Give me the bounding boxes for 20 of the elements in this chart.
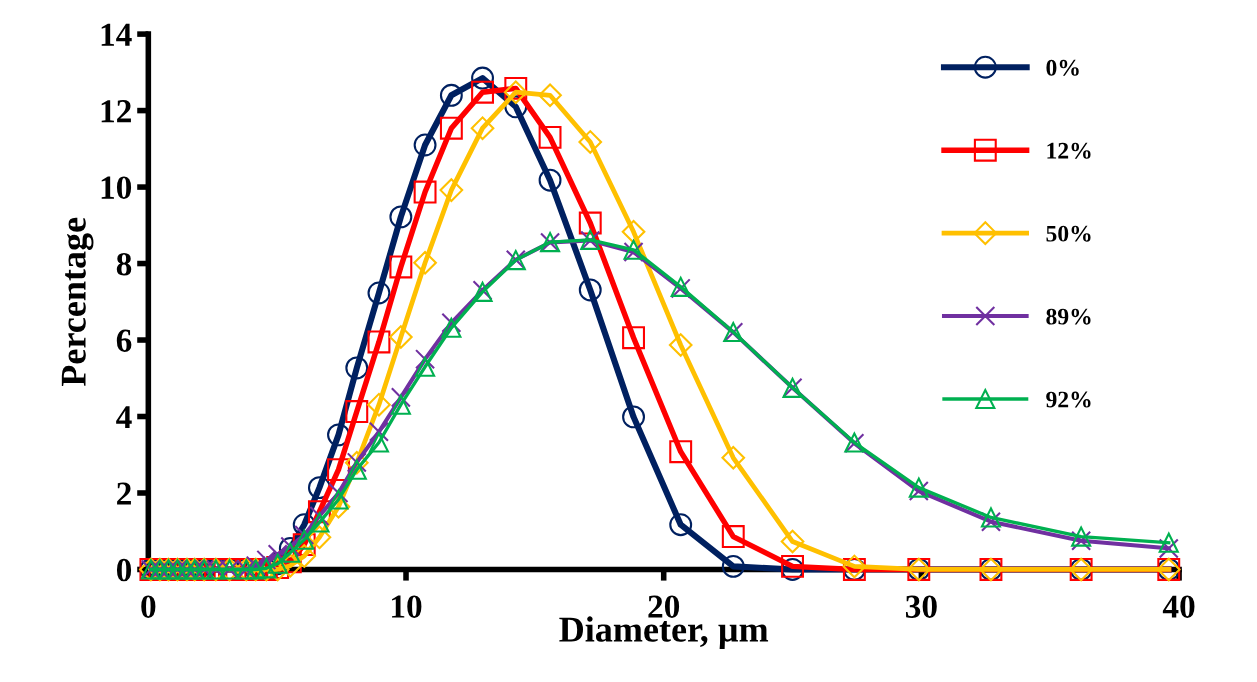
y-tick-label: 0 (116, 558, 132, 582)
legend-label: 92% (1046, 391, 1091, 408)
legend-label: 0% (1046, 59, 1079, 76)
legend-label: 89% (1046, 308, 1091, 325)
legend-label: 50% (1046, 225, 1091, 242)
y-tick-label: 12 (101, 100, 131, 123)
y-tick-label: 10 (101, 176, 132, 199)
y-tick-label: 4 (116, 406, 132, 429)
y-tick-label: 2 (117, 482, 131, 505)
y-axis-title: Percentage (61, 217, 94, 387)
legend-label: 12% (1047, 142, 1091, 159)
y-tick-label: 14 (101, 23, 132, 46)
x-tick-label: 20 (648, 595, 680, 618)
y-tick-label: 6 (116, 329, 132, 352)
x-tick-label: 40 (1162, 595, 1195, 618)
y-tick-label: 8 (116, 252, 132, 276)
x-tick-label: 30 (905, 595, 937, 618)
x-axis-title: Diameter, µm (559, 616, 769, 650)
x-tick-label: 0 (141, 595, 156, 618)
x-tick-label: 10 (392, 595, 422, 618)
